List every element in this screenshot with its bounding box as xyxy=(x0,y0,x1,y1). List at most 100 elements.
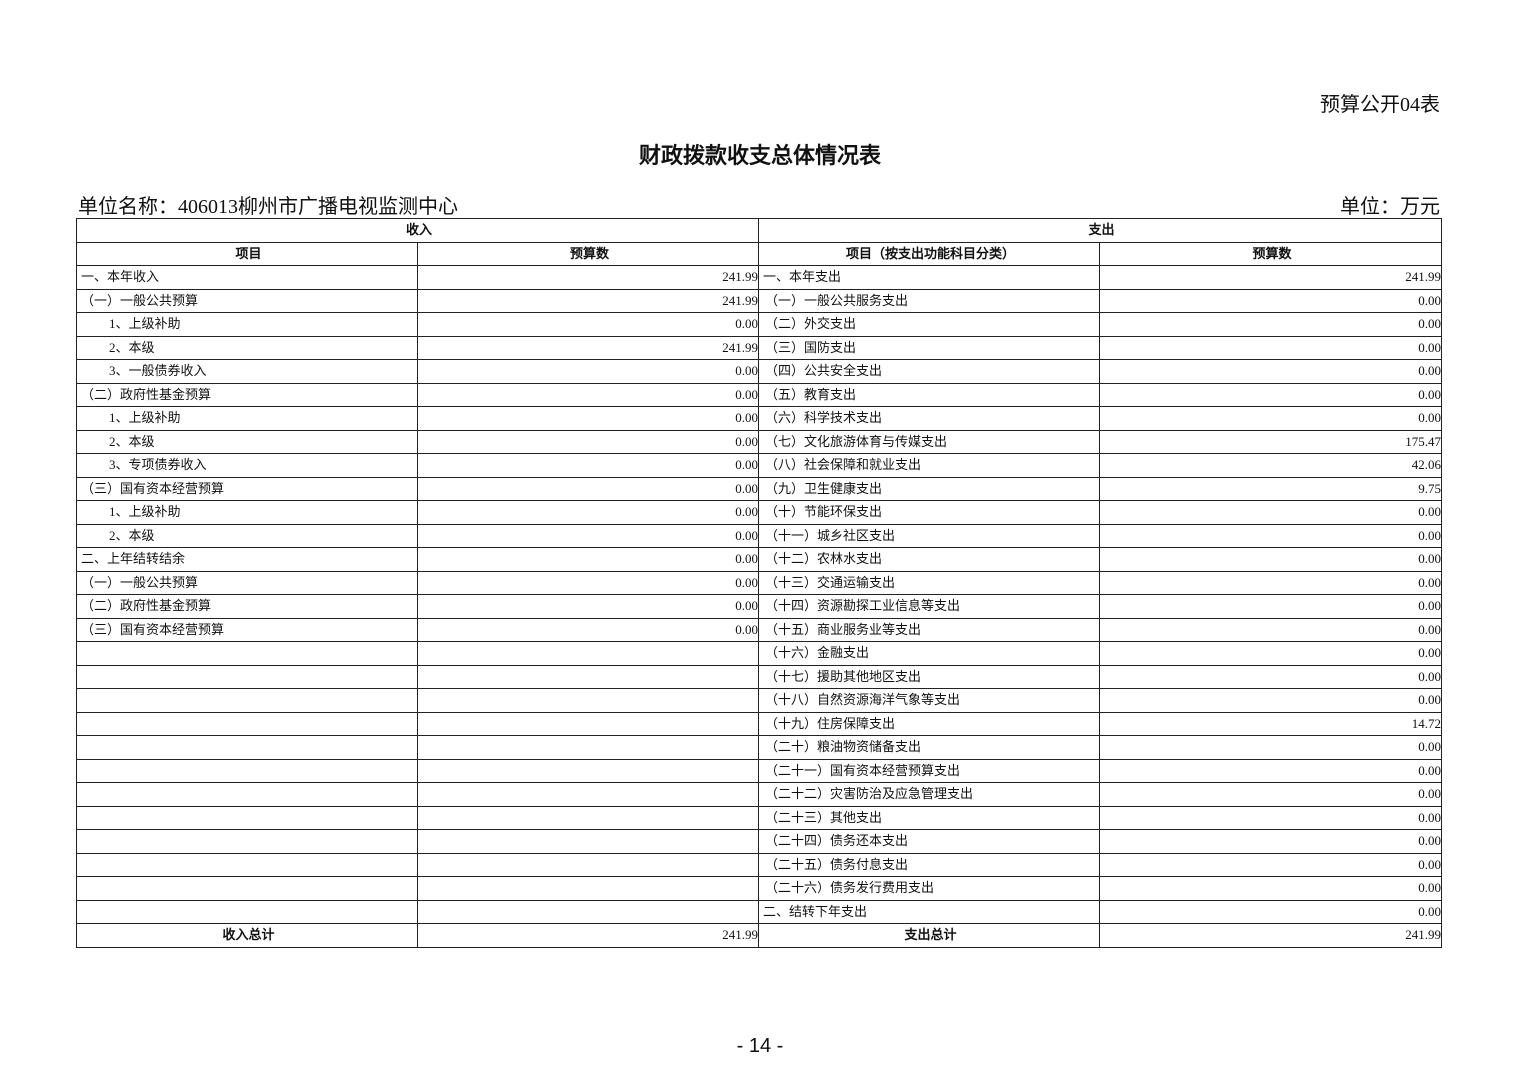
income-item xyxy=(76,664,418,689)
income-amount xyxy=(416,852,760,877)
income-item: 2、本级 xyxy=(76,335,418,360)
expense-amount: 0.00 xyxy=(1099,523,1443,548)
income-item: 3、专项债券收入 xyxy=(76,453,418,478)
income-item: 一、本年收入 xyxy=(76,265,418,290)
income-item xyxy=(76,641,418,666)
income-amount: 0.00 xyxy=(416,476,760,501)
income-item: （一）一般公共预算 xyxy=(76,570,418,595)
table-row: 一、本年收入 241.99 一、本年支出 241.99 xyxy=(76,265,1443,290)
table-row: （一）一般公共预算 0.00 （十三）交通运输支出 0.00 xyxy=(76,570,1443,595)
table-row: （一）一般公共预算 241.99 （一）一般公共服务支出 0.00 xyxy=(76,288,1443,313)
expense-total-amount: 241.99 xyxy=(1099,923,1443,948)
table-row: （二十五）债务付息支出 0.00 xyxy=(76,852,1443,877)
expense-amount: 241.99 xyxy=(1099,265,1443,290)
income-amount: 0.00 xyxy=(416,617,760,642)
table-row: 2、本级 0.00 （十一）城乡社区支出 0.00 xyxy=(76,523,1443,548)
expense-item: （三）国防支出 xyxy=(758,335,1101,360)
expense-amount: 0.00 xyxy=(1099,406,1443,431)
expense-item: （二十五）债务付息支出 xyxy=(758,852,1101,877)
page-title: 财政拨款收支总体情况表 xyxy=(638,143,881,168)
expense-amount: 0.00 xyxy=(1099,641,1443,666)
expense-amount: 0.00 xyxy=(1099,805,1443,830)
income-amount xyxy=(416,758,760,783)
expense-item: （十）节能环保支出 xyxy=(758,500,1101,525)
income-amount: 0.00 xyxy=(416,382,760,407)
expense-item: （二十）粮油物资储备支出 xyxy=(758,735,1101,760)
table-row: （二十四）债务还本支出 0.00 xyxy=(76,829,1443,854)
expense-item: （十五）商业服务业等支出 xyxy=(758,617,1101,642)
expense-item: （六）科学技术支出 xyxy=(758,406,1101,431)
income-amount: 0.00 xyxy=(416,523,760,548)
income-amount: 0.00 xyxy=(416,429,760,454)
table-row: 二、结转下年支出 0.00 xyxy=(76,899,1443,924)
expense-item: 二、结转下年支出 xyxy=(758,899,1101,924)
income-group-header: 收入 xyxy=(75,218,760,243)
expense-item: （七）文化旅游体育与传媒支出 xyxy=(758,429,1101,454)
expense-amount: 0.00 xyxy=(1099,359,1443,384)
table-row: （二）政府性基金预算 0.00 （五）教育支出 0.00 xyxy=(76,382,1443,407)
expense-item: （十二）农林水支出 xyxy=(758,547,1101,572)
expense-amount: 0.00 xyxy=(1099,852,1443,877)
income-item xyxy=(76,782,418,807)
income-item: 1、上级补助 xyxy=(76,312,418,337)
table-row: 1、上级补助 0.00 （六）科学技术支出 0.00 xyxy=(76,406,1443,431)
table-row: （十八）自然资源海洋气象等支出 0.00 xyxy=(76,688,1443,713)
table-row: （三）国有资本经营预算 0.00 （九）卫生健康支出 9.75 xyxy=(76,476,1443,501)
expense-amount: 0.00 xyxy=(1099,899,1443,924)
income-amount xyxy=(416,664,760,689)
income-item xyxy=(76,711,418,736)
table-row: （二十六）债务发行费用支出 0.00 xyxy=(76,876,1443,901)
income-amount: 241.99 xyxy=(416,265,760,290)
expense-item: （五）教育支出 xyxy=(758,382,1101,407)
currency-unit: 单位：万元 xyxy=(1340,196,1440,218)
expense-item: （二十一）国有资本经营预算支出 xyxy=(758,758,1101,783)
income-amount xyxy=(416,641,760,666)
expense-amount: 0.00 xyxy=(1099,617,1443,642)
expense-item: （八）社会保障和就业支出 xyxy=(758,453,1101,478)
expense-amount: 14.72 xyxy=(1099,711,1443,736)
income-item xyxy=(76,876,418,901)
income-amount: 0.00 xyxy=(416,594,760,619)
income-item xyxy=(76,688,418,713)
expense-amount: 0.00 xyxy=(1099,594,1443,619)
income-total-label: 收入总计 xyxy=(76,923,418,948)
expense-item: （九）卫生健康支出 xyxy=(758,476,1101,501)
expense-amount: 0.00 xyxy=(1099,688,1443,713)
income-item xyxy=(76,735,418,760)
expense-item: （十一）城乡社区支出 xyxy=(758,523,1101,548)
income-amount: 241.99 xyxy=(416,288,760,313)
income-amount: 0.00 xyxy=(416,359,760,384)
income-item: 1、上级补助 xyxy=(76,406,418,431)
income-amount xyxy=(416,735,760,760)
income-amount xyxy=(416,711,760,736)
form-number: 预算公开04表 xyxy=(1320,94,1440,116)
table-row: （十六）金融支出 0.00 xyxy=(76,641,1443,666)
income-amount xyxy=(416,805,760,830)
expense-item: （二十二）灾害防治及应急管理支出 xyxy=(758,782,1101,807)
income-item: 3、一般债券收入 xyxy=(76,359,418,384)
budget-table: 收入 支出 项目 预算数 项目（按支出功能科目分类） 预算数 一、本年收入 241… xyxy=(75,218,1443,948)
income-item xyxy=(76,758,418,783)
income-item: 二、上年结转结余 xyxy=(76,547,418,572)
expense-total-label: 支出总计 xyxy=(758,923,1101,948)
income-amount xyxy=(416,688,760,713)
income-amount: 241.99 xyxy=(416,335,760,360)
income-item: 1、上级补助 xyxy=(76,500,418,525)
expense-item: （二十三）其他支出 xyxy=(758,805,1101,830)
income-amount xyxy=(416,899,760,924)
table-row: （十七）援助其他地区支出 0.00 xyxy=(76,664,1443,689)
column-header: 预算数 xyxy=(1099,241,1443,266)
expense-amount: 0.00 xyxy=(1099,500,1443,525)
income-item: 2、本级 xyxy=(76,523,418,548)
table-row: （十九）住房保障支出 14.72 xyxy=(76,711,1443,736)
expense-amount: 42.06 xyxy=(1099,453,1443,478)
expense-amount: 0.00 xyxy=(1099,312,1443,337)
income-item xyxy=(76,805,418,830)
expense-amount: 0.00 xyxy=(1099,570,1443,595)
column-header-row: 项目 预算数 项目（按支出功能科目分类） 预算数 xyxy=(76,241,1443,266)
table-row: （三）国有资本经营预算 0.00 （十五）商业服务业等支出 0.00 xyxy=(76,617,1443,642)
table-row: （二十）粮油物资储备支出 0.00 xyxy=(76,735,1443,760)
expense-amount: 0.00 xyxy=(1099,735,1443,760)
expense-item: 一、本年支出 xyxy=(758,265,1101,290)
income-item: 2、本级 xyxy=(76,429,418,454)
